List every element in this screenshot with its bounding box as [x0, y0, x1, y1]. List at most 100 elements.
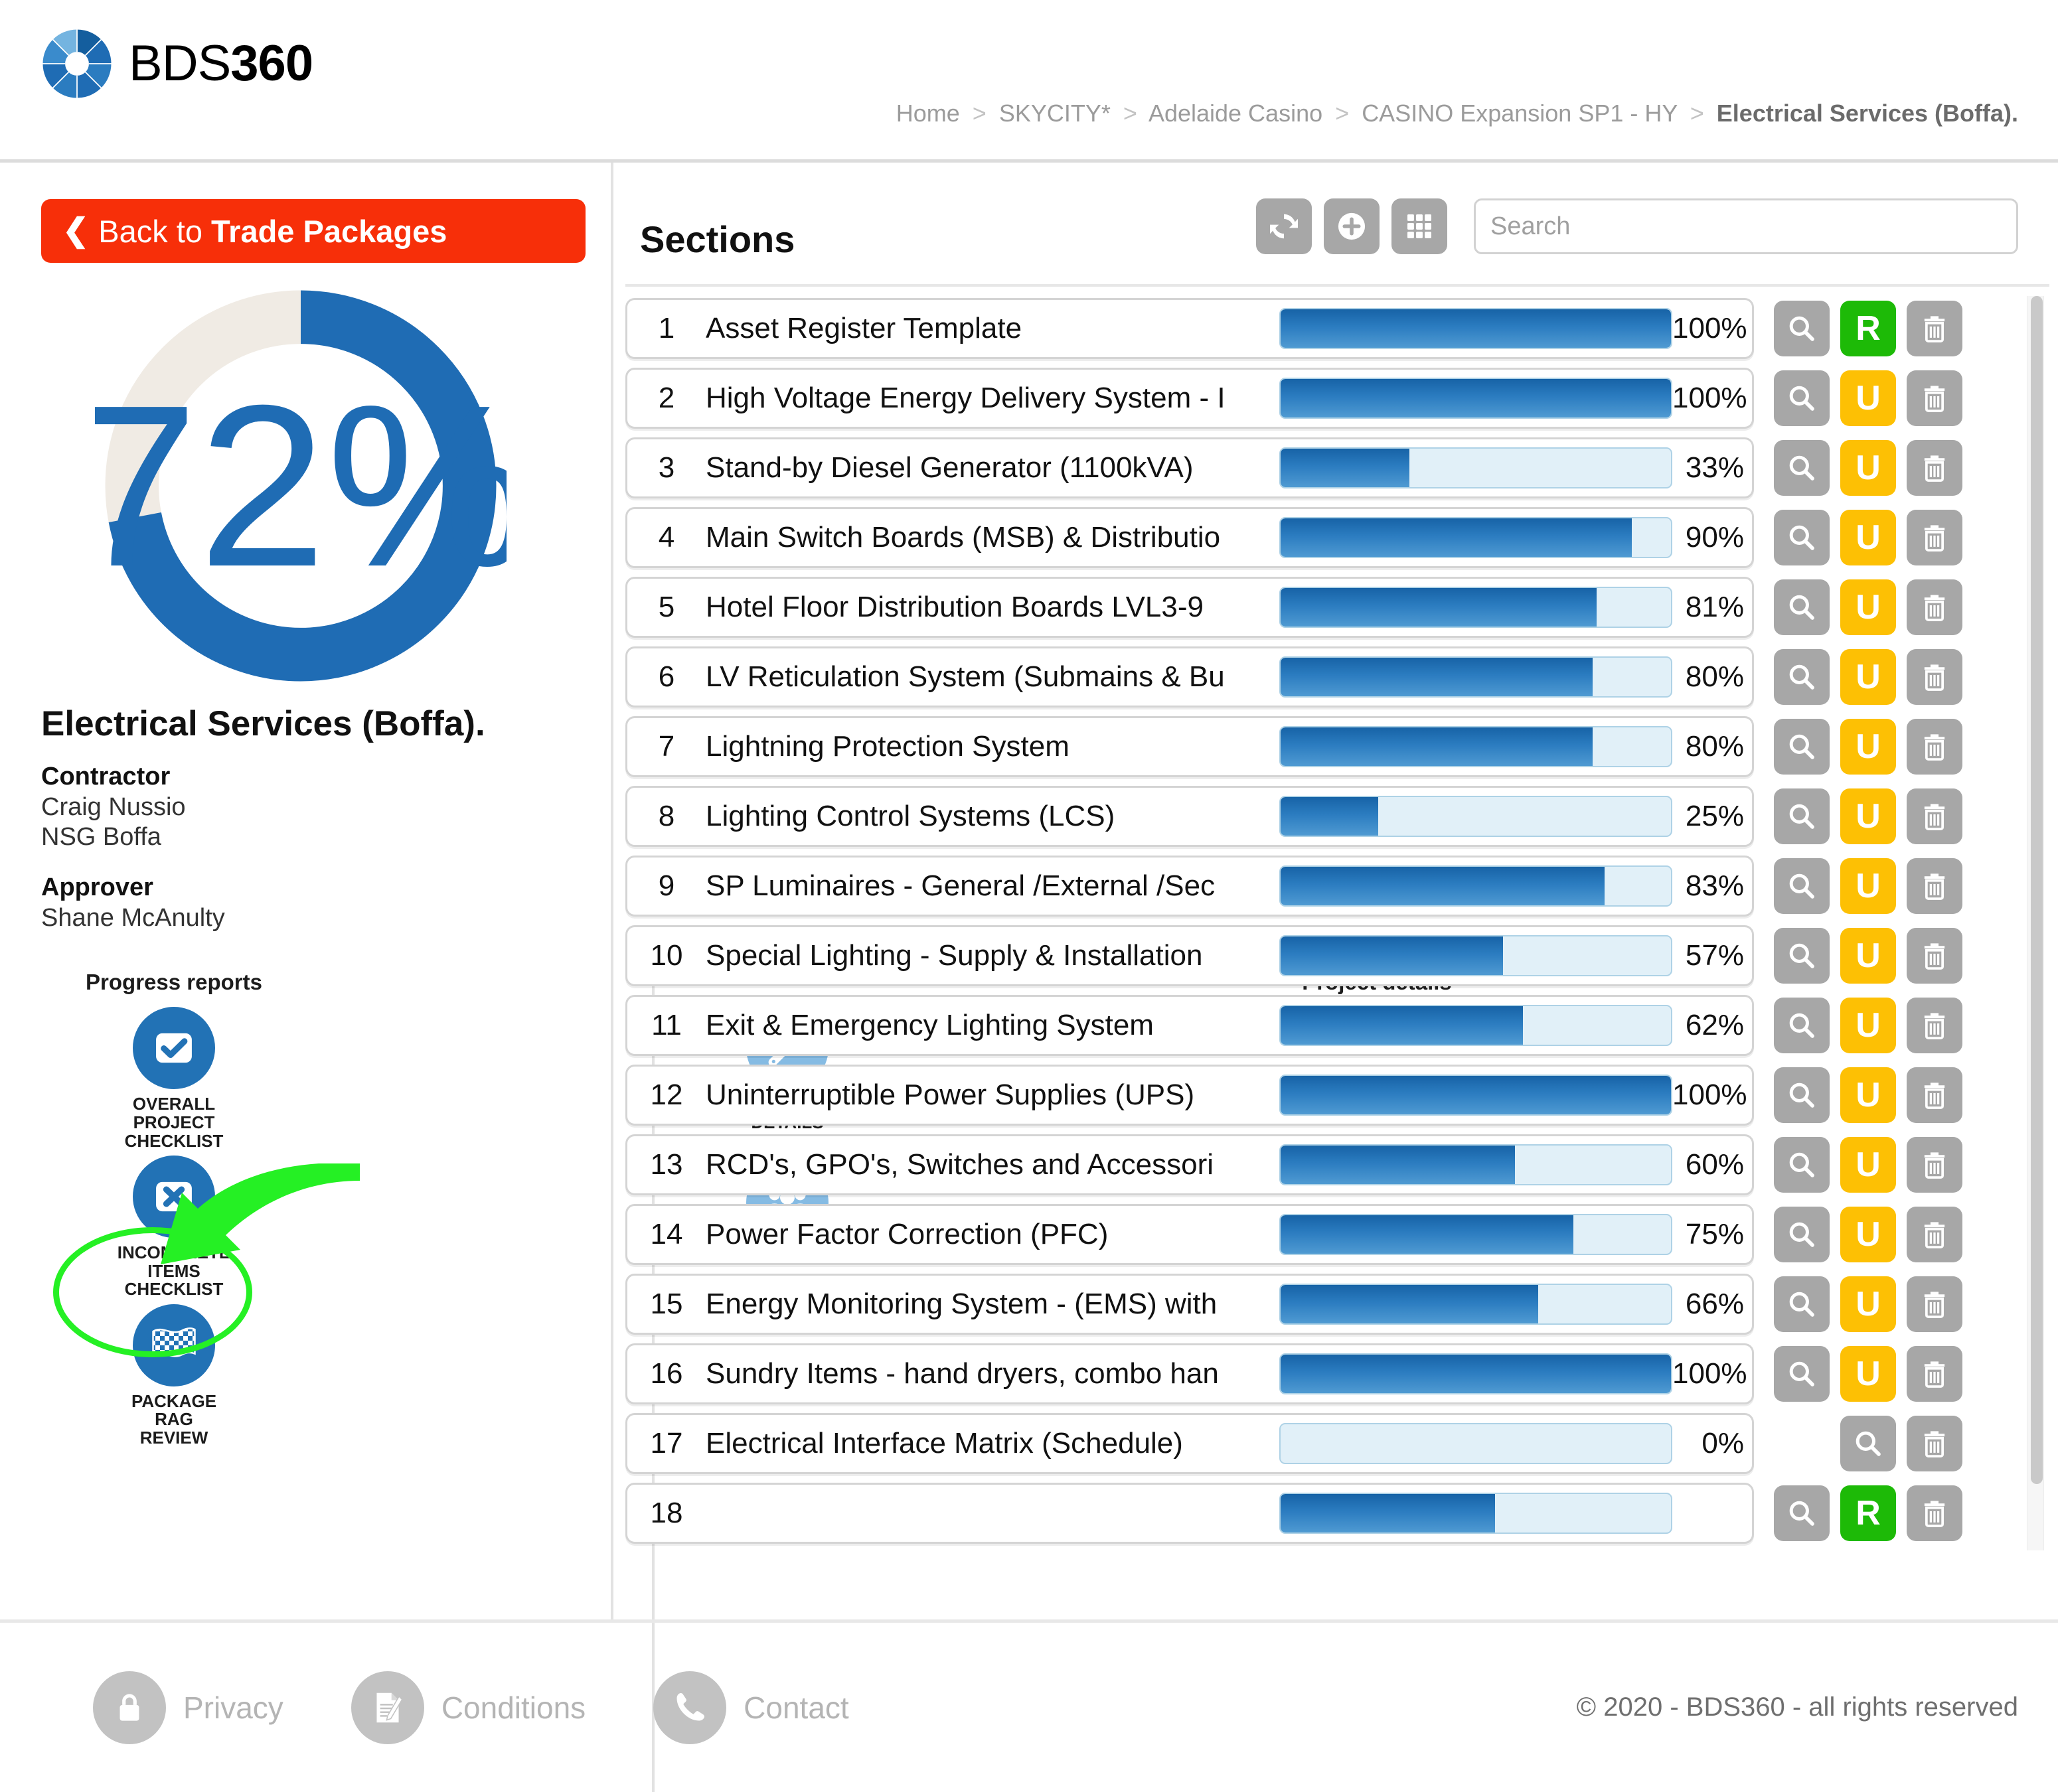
section-row-card[interactable]: 18 — [625, 1482, 1754, 1544]
view-section-button[interactable] — [1774, 997, 1830, 1053]
section-row-card[interactable]: 1 Asset Register Template 100% — [625, 297, 1754, 359]
table-row[interactable]: 2 High Voltage Energy Delivery System - I… — [625, 366, 2049, 430]
status-badge-button[interactable]: U — [1840, 927, 1896, 984]
view-section-button[interactable] — [1774, 1067, 1830, 1123]
delete-section-button[interactable] — [1907, 1485, 1962, 1541]
table-row[interactable]: 7 Lightning Protection System 80% U — [625, 714, 2049, 779]
delete-section-button[interactable] — [1907, 788, 1962, 844]
grid-view-button[interactable] — [1391, 198, 1447, 254]
section-row-card[interactable]: 14 Power Factor Correction (PFC) 75% — [625, 1203, 1754, 1265]
section-row-card[interactable]: 12 Uninterruptible Power Supplies (UPS) 10… — [625, 1064, 1754, 1126]
table-row[interactable]: 16 Sundry Items - hand dryers, combo han 1… — [625, 1341, 2049, 1406]
section-row-card[interactable]: 8 Lighting Control Systems (LCS) 25% — [625, 785, 1754, 847]
view-section-button[interactable] — [1774, 439, 1830, 496]
table-row[interactable]: 3 Stand-by Diesel Generator (1100kVA) 33% U — [625, 435, 2049, 500]
table-row[interactable]: 9 SP Luminaires - General /External /Sec 8… — [625, 854, 2049, 918]
delete-section-button[interactable] — [1907, 1276, 1962, 1332]
section-row-card[interactable]: 6 LV Reticulation System (Submains & Bu 80… — [625, 646, 1754, 708]
delete-section-button[interactable] — [1907, 997, 1962, 1053]
table-row[interactable]: 5 Hotel Floor Distribution Boards LVL3-9 8… — [625, 575, 2049, 639]
section-row-card[interactable]: 5 Hotel Floor Distribution Boards LVL3-9 8… — [625, 576, 1754, 638]
view-section-button[interactable] — [1840, 1415, 1896, 1471]
view-section-button[interactable] — [1774, 509, 1830, 565]
table-row[interactable]: 8 Lighting Control Systems (LCS) 25% U — [625, 784, 2049, 848]
table-row[interactable]: 4 Main Switch Boards (MSB) & Distributio 9… — [625, 505, 2049, 569]
delete-section-button[interactable] — [1907, 509, 1962, 565]
incomplete-items-checklist-button[interactable]: INCOMPLETE ITEMS CHECKLIST — [41, 1156, 307, 1299]
delete-section-button[interactable] — [1907, 648, 1962, 705]
scrollbar-thumb[interactable] — [2031, 296, 2043, 1484]
status-badge-button[interactable]: U — [1840, 1276, 1896, 1332]
status-badge-button[interactable]: U — [1840, 509, 1896, 565]
table-row[interactable]: 6 LV Reticulation System (Submains & Bu 80… — [625, 644, 2049, 709]
conditions-link[interactable]: Conditions — [351, 1671, 586, 1744]
view-section-button[interactable] — [1774, 370, 1830, 426]
status-badge-button[interactable]: U — [1840, 1067, 1896, 1123]
delete-section-button[interactable] — [1907, 1136, 1962, 1193]
delete-section-button[interactable] — [1907, 300, 1962, 356]
view-section-button[interactable] — [1774, 1136, 1830, 1193]
status-badge-button[interactable]: U — [1840, 1345, 1896, 1402]
table-row[interactable]: 14 Power Factor Correction (PFC) 75% U — [625, 1202, 2049, 1266]
breadcrumb-item-skycity[interactable]: SKYCITY* — [998, 100, 1111, 127]
table-row[interactable]: 15 Energy Monitoring System - (EMS) with 6… — [625, 1272, 2049, 1336]
delete-section-button[interactable] — [1907, 858, 1962, 914]
view-section-button[interactable] — [1774, 648, 1830, 705]
status-badge-button[interactable]: U — [1840, 1136, 1896, 1193]
status-badge-button[interactable]: U — [1840, 718, 1896, 775]
section-row-card[interactable]: 17 Electrical Interface Matrix (Schedule)… — [625, 1412, 1754, 1474]
view-section-button[interactable] — [1774, 1276, 1830, 1332]
section-row-card[interactable]: 2 High Voltage Energy Delivery System - I… — [625, 367, 1754, 429]
status-badge-button[interactable]: U — [1840, 439, 1896, 496]
status-badge-button[interactable]: U — [1840, 579, 1896, 635]
breadcrumb-item-adelaide-casino[interactable]: Adelaide Casino — [1148, 100, 1323, 127]
table-row[interactable]: 1 Asset Register Template 100% R — [625, 296, 2049, 360]
table-row[interactable]: 17 Electrical Interface Matrix (Schedule)… — [625, 1411, 2049, 1475]
table-row[interactable]: 10 Special Lighting - Supply & Installati… — [625, 923, 2049, 988]
status-badge-button[interactable]: U — [1840, 370, 1896, 426]
table-row[interactable]: 11 Exit & Emergency Lighting System 62% U — [625, 993, 2049, 1057]
package-rag-review-button[interactable]: PACKAGE RAG REVIEW — [41, 1304, 307, 1448]
section-row-card[interactable]: 4 Main Switch Boards (MSB) & Distributio 9… — [625, 506, 1754, 568]
status-badge-button[interactable]: R — [1840, 300, 1896, 356]
table-row[interactable]: 18 R — [625, 1481, 2049, 1545]
refresh-button[interactable] — [1256, 198, 1312, 254]
overall-project-checklist-button[interactable]: OVERALL PROJECT CHECKLIST — [41, 1007, 307, 1150]
back-to-trade-packages-button[interactable]: ❮ Back to Trade Packages — [41, 199, 586, 263]
view-section-button[interactable] — [1774, 927, 1830, 984]
view-section-button[interactable] — [1774, 1485, 1830, 1541]
status-badge-button[interactable]: U — [1840, 1206, 1896, 1262]
add-button[interactable] — [1324, 198, 1380, 254]
delete-section-button[interactable] — [1907, 439, 1962, 496]
breadcrumb-item-casino-expansion[interactable]: CASINO Expansion SP1 - HY — [1362, 100, 1678, 127]
section-row-card[interactable]: 16 Sundry Items - hand dryers, combo han 1… — [625, 1343, 1754, 1404]
section-row-card[interactable]: 11 Exit & Emergency Lighting System 62% — [625, 994, 1754, 1056]
view-section-button[interactable] — [1774, 300, 1830, 356]
section-row-card[interactable]: 15 Energy Monitoring System - (EMS) with 6… — [625, 1273, 1754, 1335]
delete-section-button[interactable] — [1907, 1345, 1962, 1402]
privacy-link[interactable]: Privacy — [93, 1671, 283, 1744]
status-badge-button[interactable]: U — [1840, 997, 1896, 1053]
view-section-button[interactable] — [1774, 858, 1830, 914]
view-section-button[interactable] — [1774, 579, 1830, 635]
breadcrumb-item-home[interactable]: Home — [896, 100, 960, 127]
view-section-button[interactable] — [1774, 788, 1830, 844]
section-row-card[interactable]: 9 SP Luminaires - General /External /Sec 8… — [625, 855, 1754, 917]
table-row[interactable]: 13 RCD's, GPO's, Switches and Accessori 60… — [625, 1132, 2049, 1197]
delete-section-button[interactable] — [1907, 1415, 1962, 1471]
delete-section-button[interactable] — [1907, 1067, 1962, 1123]
view-section-button[interactable] — [1774, 1345, 1830, 1402]
status-badge-button[interactable]: U — [1840, 648, 1896, 705]
status-badge-button[interactable]: U — [1840, 788, 1896, 844]
delete-section-button[interactable] — [1907, 718, 1962, 775]
table-row[interactable]: 12 Uninterruptible Power Supplies (UPS) 10… — [625, 1063, 2049, 1127]
delete-section-button[interactable] — [1907, 1206, 1962, 1262]
status-badge-button[interactable]: R — [1840, 1485, 1896, 1541]
contact-link[interactable]: Contact — [653, 1671, 849, 1744]
delete-section-button[interactable] — [1907, 579, 1962, 635]
view-section-button[interactable] — [1774, 1206, 1830, 1262]
section-row-card[interactable]: 10 Special Lighting - Supply & Installati… — [625, 925, 1754, 986]
search-input[interactable] — [1474, 198, 2018, 254]
delete-section-button[interactable] — [1907, 927, 1962, 984]
section-row-card[interactable]: 7 Lightning Protection System 80% — [625, 715, 1754, 777]
